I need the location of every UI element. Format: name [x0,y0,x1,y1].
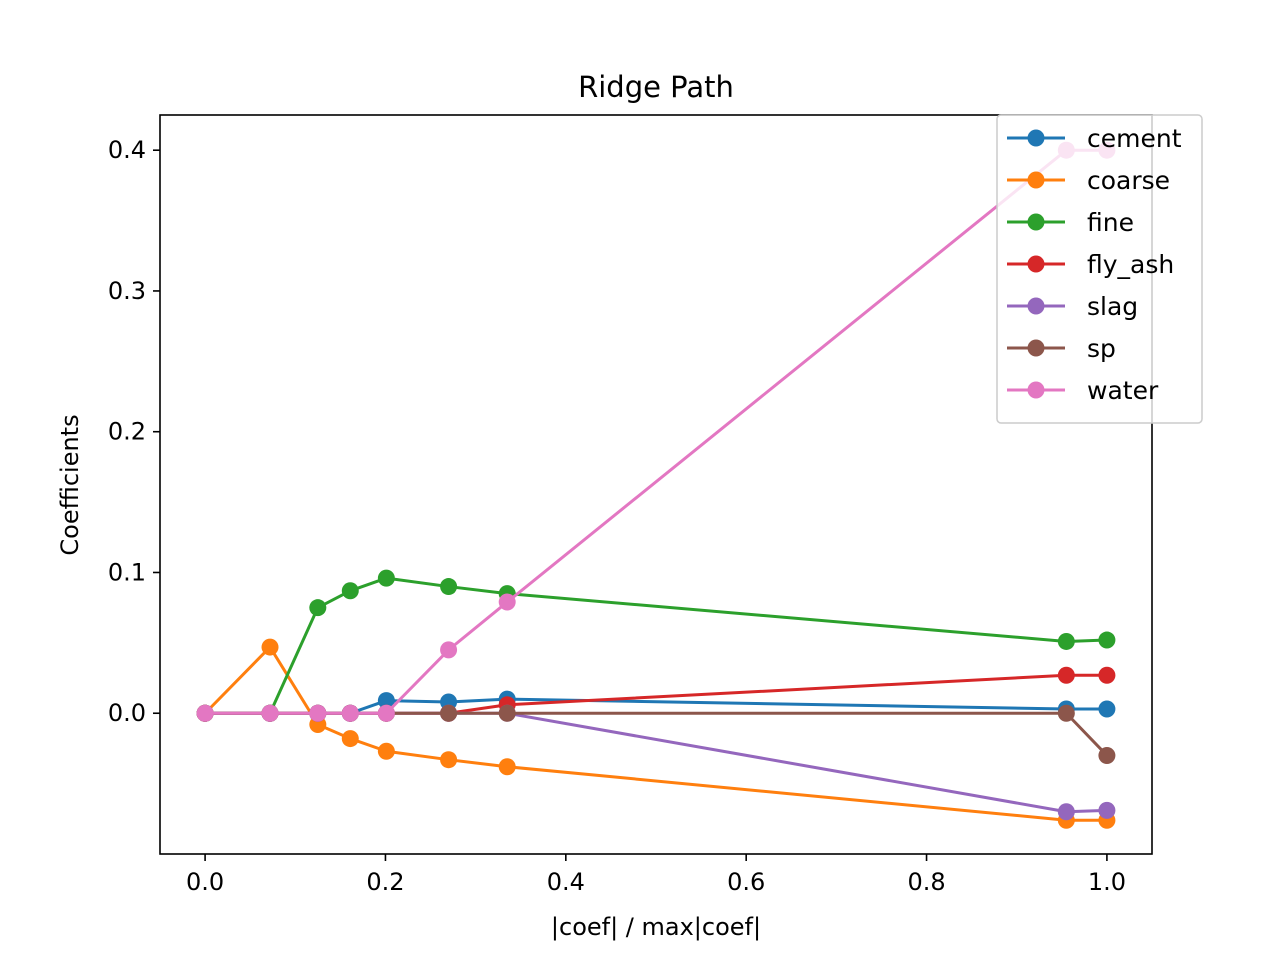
data-point [440,578,458,596]
plot-frame [159,114,1153,855]
series-coarse [196,638,1116,829]
data-point [1098,666,1116,684]
y-axis: 0.0 0.1 0.2 0.3 0.4 [108,136,160,727]
legend-marker [1027,339,1045,357]
legend-marker [1027,213,1045,231]
y-tick-label: 0.4 [108,136,146,164]
data-point [1098,801,1116,819]
legend-label: cement [1087,124,1182,153]
chart-title: Ridge Path [578,70,734,104]
legend-marker [1027,297,1045,315]
legend-marker [1027,255,1045,273]
data-point [261,638,279,656]
legend-item-fine: fine [1007,208,1134,237]
data-point [377,704,395,722]
x-tick-label: 0.6 [727,868,765,896]
legend-item-fly-ash: fly_ash [1007,250,1174,279]
data-point [377,692,395,710]
x-tick-label: 0.0 [186,868,224,896]
legend-marker [1027,381,1045,399]
plot-area [196,141,1116,829]
data-point [1098,631,1116,649]
y-tick-label: 0.1 [108,558,146,586]
data-point [1098,700,1116,718]
legend-label: fine [1087,208,1134,237]
data-point [1057,704,1075,722]
legend-box [996,114,1203,424]
legend-label: sp [1087,334,1116,363]
data-point [261,704,279,722]
data-point [1098,746,1116,764]
x-tick-label: 0.4 [547,868,585,896]
data-point [377,742,395,760]
x-tick-label: 0.8 [907,868,945,896]
data-point [1057,666,1075,684]
data-point [377,569,395,587]
data-point [498,704,516,722]
data-point [1057,803,1075,821]
y-tick-label: 0.0 [108,699,146,727]
x-axis: 0.0 0.2 0.4 0.6 0.8 1.0 [186,854,1126,896]
x-axis-label: |coef| / max|coef| [551,913,761,941]
data-point [440,704,458,722]
legend-label: slag [1087,292,1138,321]
legend-item-slag: slag [1007,292,1138,321]
x-tick-label: 1.0 [1088,868,1126,896]
data-point [196,704,214,722]
legend-label: fly_ash [1087,250,1174,279]
y-tick-label: 0.3 [108,277,146,305]
legend-label: coarse [1087,166,1170,195]
legend-marker [1027,171,1045,189]
legend-item-sp: sp [1007,334,1116,363]
legend-label: water [1087,376,1159,405]
data-point [498,758,516,776]
data-point [341,704,359,722]
x-tick-label: 0.2 [366,868,404,896]
legend-item-cement: cement [1007,124,1182,153]
legend-item-coarse: coarse [1007,166,1170,195]
data-point [440,641,458,659]
data-point [309,599,327,617]
data-point [309,704,327,722]
y-tick-label: 0.2 [108,418,146,446]
data-point [1057,632,1075,650]
legend-item-water: water [1007,376,1159,405]
y-axis-label: Coefficients [56,414,84,555]
legend-marker [1027,129,1045,147]
data-point [341,582,359,600]
data-point [440,751,458,769]
data-point [341,730,359,748]
data-point [498,593,516,611]
